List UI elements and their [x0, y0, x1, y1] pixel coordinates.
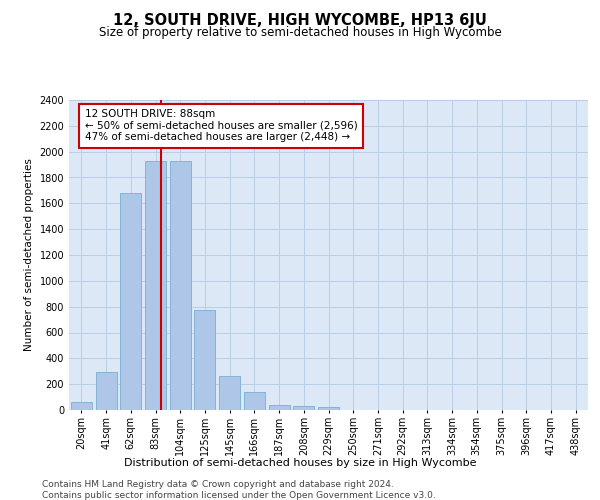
Bar — [170, 160, 191, 410]
Bar — [244, 392, 265, 410]
Bar — [293, 406, 314, 410]
Bar — [219, 376, 240, 410]
Text: 12 SOUTH DRIVE: 88sqm
← 50% of semi-detached houses are smaller (2,596)
47% of s: 12 SOUTH DRIVE: 88sqm ← 50% of semi-deta… — [85, 110, 358, 142]
Bar — [120, 193, 141, 410]
Text: Distribution of semi-detached houses by size in High Wycombe: Distribution of semi-detached houses by … — [124, 458, 476, 468]
Bar — [95, 372, 116, 410]
Text: Contains HM Land Registry data © Crown copyright and database right 2024.
Contai: Contains HM Land Registry data © Crown c… — [42, 480, 436, 500]
Bar — [145, 160, 166, 410]
Bar — [318, 407, 339, 410]
Y-axis label: Number of semi-detached properties: Number of semi-detached properties — [24, 158, 34, 352]
Bar — [269, 405, 290, 410]
Text: Size of property relative to semi-detached houses in High Wycombe: Size of property relative to semi-detach… — [98, 26, 502, 39]
Bar — [194, 310, 215, 410]
Text: 12, SOUTH DRIVE, HIGH WYCOMBE, HP13 6JU: 12, SOUTH DRIVE, HIGH WYCOMBE, HP13 6JU — [113, 12, 487, 28]
Bar — [71, 402, 92, 410]
